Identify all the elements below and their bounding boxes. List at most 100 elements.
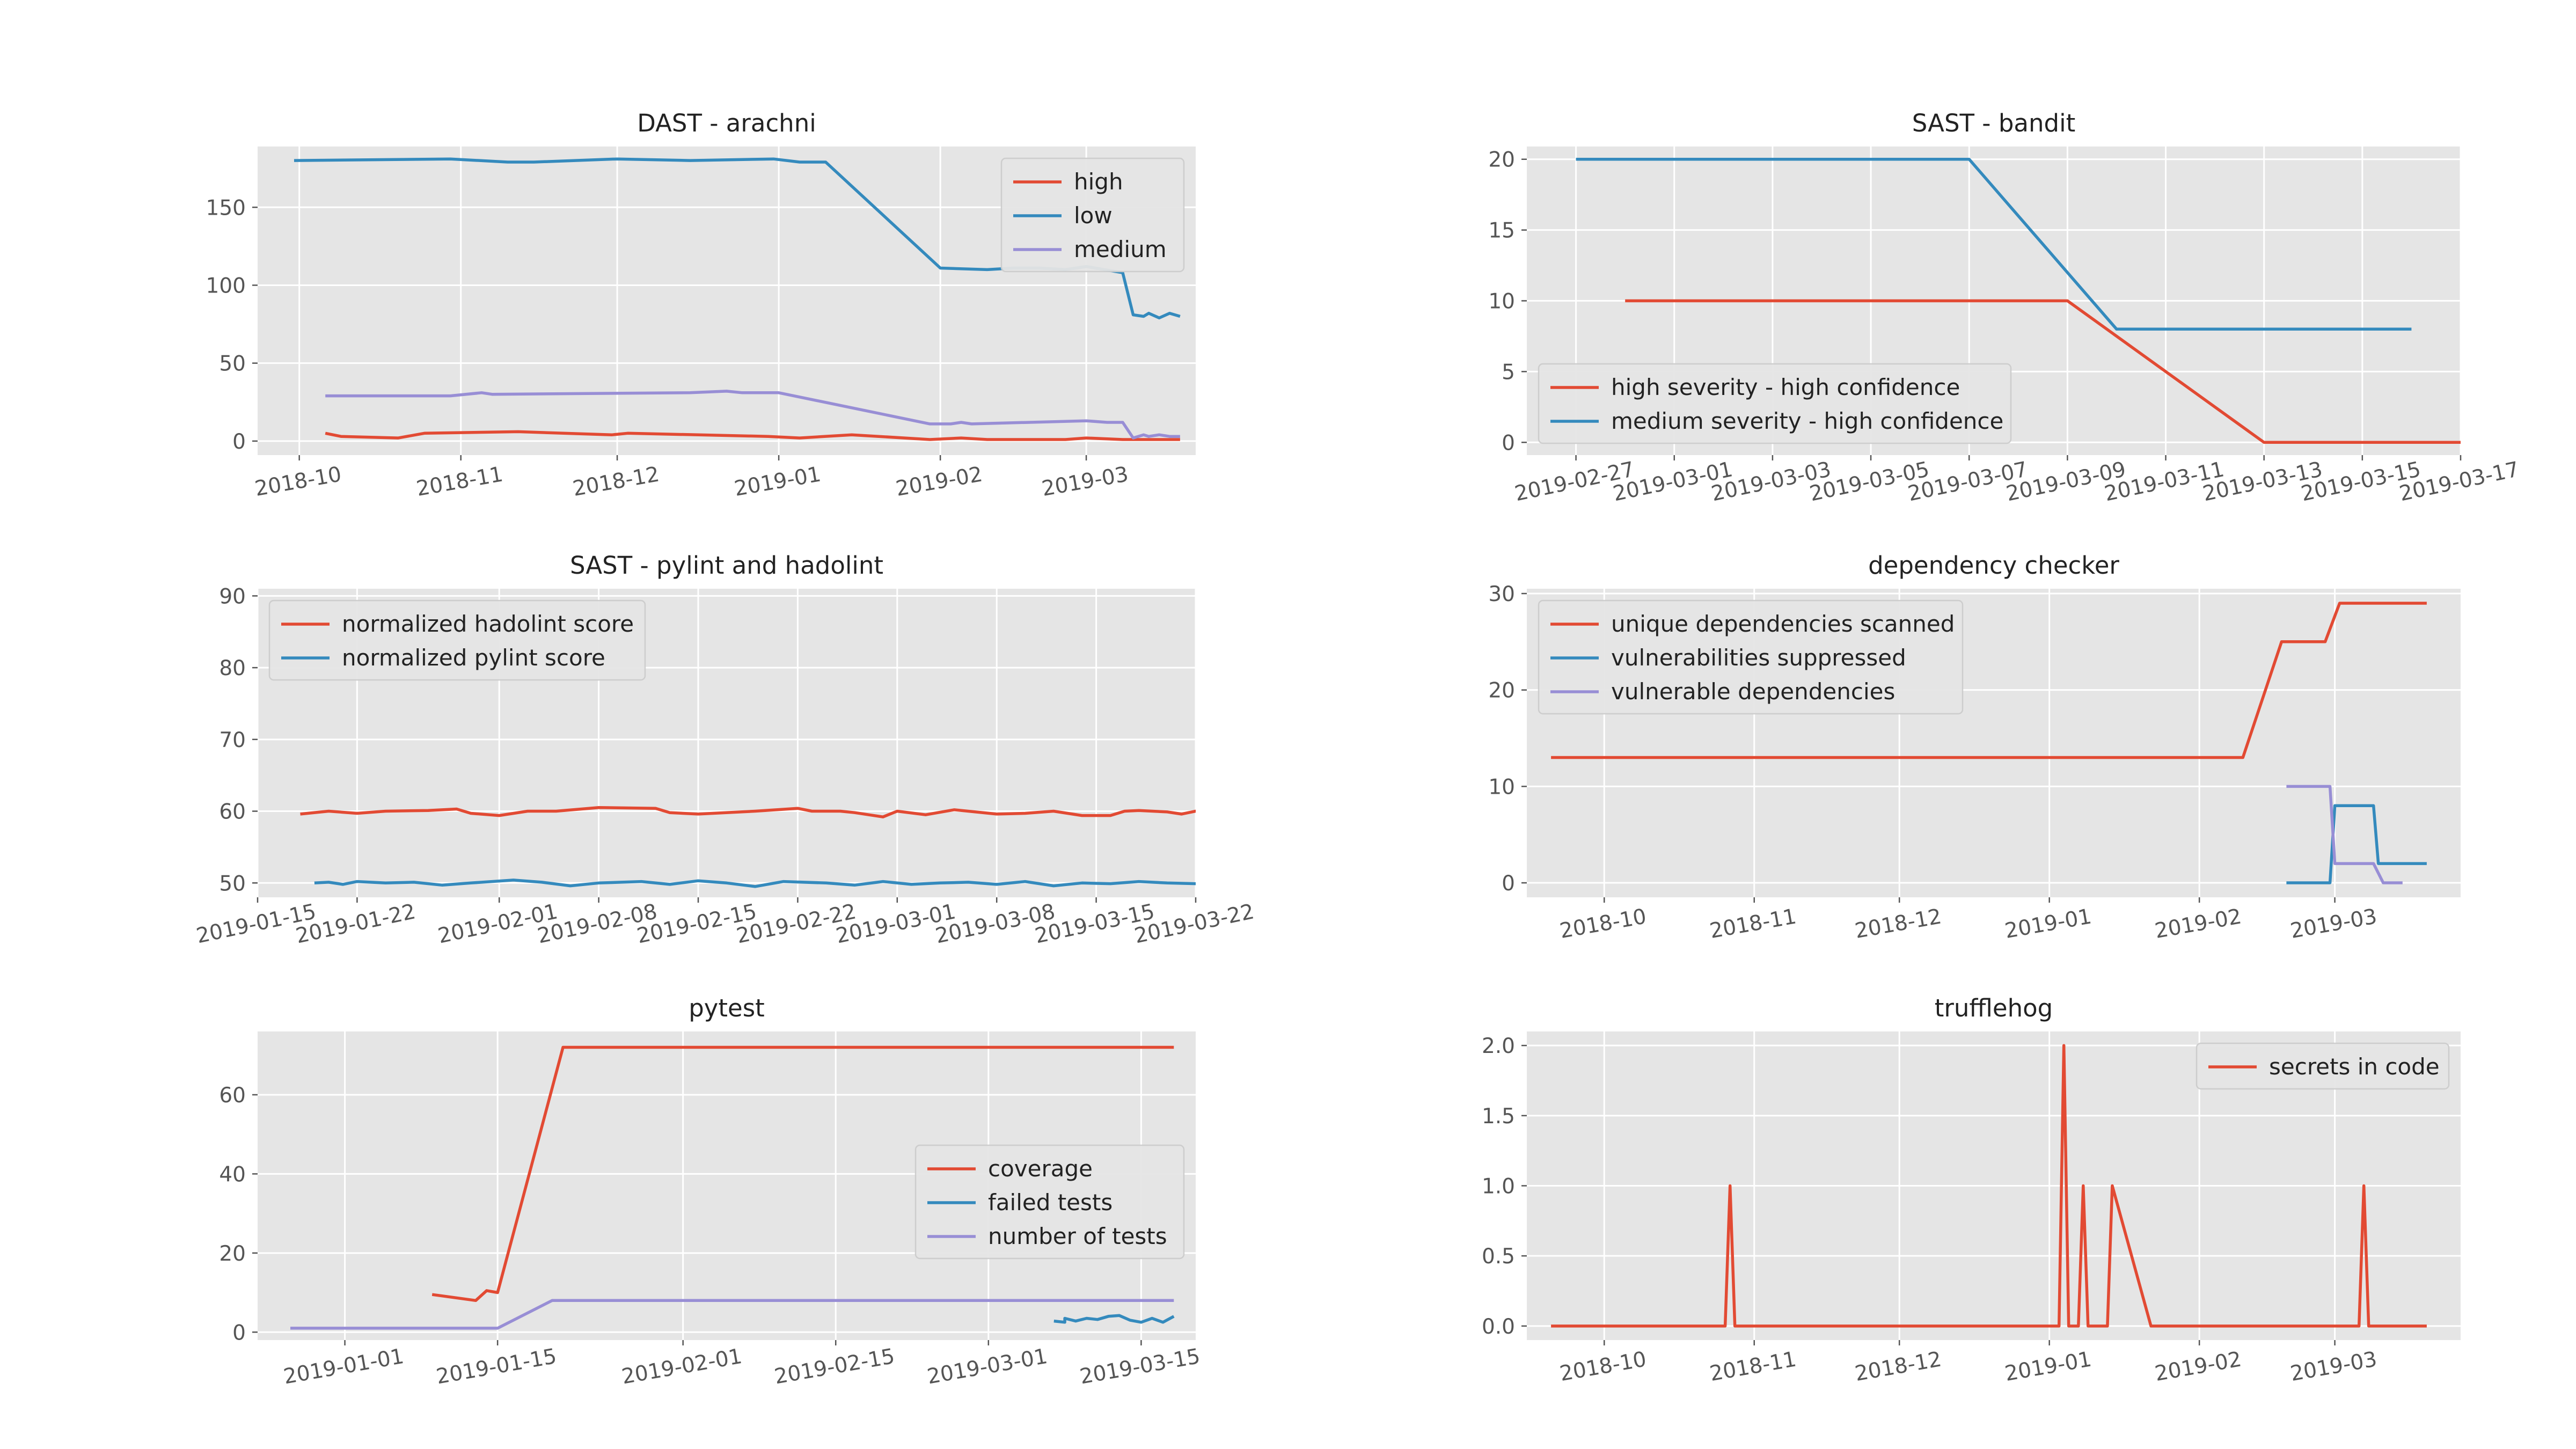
x-tick-label: 2018-12 — [1853, 1347, 1943, 1386]
legend-label: high — [1074, 169, 1123, 195]
x-tick-label: 2018-10 — [1558, 904, 1648, 943]
y-tick-label: 50 — [219, 872, 246, 896]
legend: unique dependencies scanned vulnerabiliti… — [1538, 599, 1964, 715]
x-tick-label: 2019-02-01 — [620, 1344, 744, 1389]
legend-box — [1538, 363, 2012, 444]
x-tick-label: 2019-02 — [894, 462, 984, 501]
y-tick-label: 0 — [232, 1321, 246, 1345]
series-line — [431, 1045, 1174, 1302]
y-tick-label: 15 — [1488, 219, 1515, 243]
x-tick-label: 2019-02 — [2153, 1347, 2243, 1386]
series-line — [1551, 1044, 2427, 1328]
chart-title: trufflehog — [1935, 994, 2053, 1022]
y-tick-label: 70 — [219, 728, 246, 752]
series-line — [290, 1299, 1174, 1330]
x-tick-label: 2018-12 — [571, 462, 661, 501]
y-tick-label: 0 — [1502, 872, 1515, 896]
legend-label: vulnerable dependencies — [1611, 678, 1895, 705]
legend-box — [1000, 157, 1185, 273]
legend-label: unique dependencies scanned — [1611, 611, 1955, 637]
legend-box — [2196, 1042, 2450, 1090]
legend-label: failed tests — [988, 1189, 1113, 1216]
legend-label: low — [1074, 202, 1113, 229]
series-line — [2286, 785, 2403, 884]
y-tick-label: 0 — [232, 430, 246, 454]
x-tick-label: 2019-03 — [1040, 462, 1130, 501]
y-tick-label: 10 — [1488, 775, 1515, 799]
series-line — [300, 806, 1196, 818]
x-tick-label: 2019-03-01 — [925, 1344, 1049, 1389]
legend-label: normalized pylint score — [342, 645, 605, 671]
legend-label: vulnerabilities suppressed — [1611, 645, 1906, 671]
y-tick-label: 150 — [206, 196, 246, 220]
chart-panel: 2019-01-01 2019-01-15 2019-02-01 2019-02-15… — [219, 994, 1202, 1389]
legend-label: normalized hadolint score — [342, 611, 634, 637]
legend-label: medium severity - high confidence — [1611, 408, 2003, 434]
y-tick-label: 30 — [1488, 582, 1515, 606]
x-tick-label: 2019-01 — [2003, 1347, 2093, 1386]
chart-title: dependency checker — [1868, 551, 2119, 580]
x-tick-label: 2018-11 — [414, 462, 504, 501]
x-tick-label: 2019-03-15 — [1078, 1344, 1202, 1389]
series-line — [325, 430, 1180, 441]
x-tick-label: 2019-02 — [2153, 904, 2243, 943]
legend-label: number of tests — [988, 1223, 1167, 1249]
x-tick-label: 2019-01-15 — [434, 1344, 558, 1389]
x-tick-label: 2019-01-01 — [282, 1344, 406, 1389]
y-tick-label: 100 — [206, 274, 246, 298]
legend-box — [1538, 599, 1964, 715]
y-tick-label: 5 — [1502, 360, 1515, 384]
legend-label: secrets in code — [2269, 1053, 2440, 1080]
legend-box — [268, 599, 646, 681]
chart-title: pytest — [689, 994, 765, 1022]
y-tick-label: 60 — [219, 1084, 246, 1108]
chart-panel: 2019-02-272019-03-012019-03-032019-03-05… — [1488, 109, 2521, 506]
chart-title: SAST - pylint and hadolint — [570, 551, 883, 580]
y-tick-label: 20 — [1488, 679, 1515, 703]
series-line — [1053, 1314, 1175, 1324]
legend-label: coverage — [988, 1155, 1093, 1182]
y-tick-label: 0.0 — [1482, 1315, 1515, 1339]
series-line — [314, 879, 1196, 888]
chart-title: SAST - bandit — [1912, 109, 2075, 137]
chart-title: DAST - arachni — [637, 109, 816, 137]
y-tick-label: 2.0 — [1482, 1034, 1515, 1058]
series-line — [1625, 299, 2461, 444]
legend-box — [914, 1144, 1185, 1260]
legend: coverage failed tests number of tests — [914, 1144, 1185, 1260]
y-tick-label: 20 — [1488, 148, 1515, 172]
x-tick-label: 2018-10 — [253, 462, 343, 501]
x-tick-label: 2018-12 — [1853, 904, 1943, 943]
legend-label: high severity - high confidence — [1611, 374, 1960, 400]
x-tick-label: 2019-01 — [733, 462, 823, 501]
y-tick-label: 0.5 — [1482, 1245, 1515, 1269]
series-line — [325, 390, 1180, 440]
series-line — [2286, 804, 2427, 884]
series-line — [1576, 157, 2412, 331]
legend-label: medium — [1074, 236, 1167, 262]
x-tick-label: 2019-02-15 — [773, 1344, 897, 1389]
chart-panel: 2018-10 2018-11 2018-12 2019-01 2019-02 2019-… — [1488, 551, 2461, 943]
x-tick-label: 2018-11 — [1708, 1347, 1798, 1386]
y-tick-label: 1.5 — [1482, 1104, 1515, 1129]
y-tick-label: 80 — [219, 656, 246, 680]
y-tick-label: 90 — [219, 584, 246, 609]
legend: secrets in code — [2196, 1042, 2450, 1090]
x-tick-label: 2018-11 — [1708, 904, 1798, 943]
y-tick-label: 60 — [219, 800, 246, 824]
chart-panel: 2018-10 2018-11 2018-12 2019-01 2019-02 2019-… — [1482, 994, 2461, 1386]
x-tick-label: 2019-01 — [2003, 904, 2093, 943]
y-tick-label: 10 — [1488, 290, 1515, 314]
legend: normalized hadolint score normalized pyli… — [268, 599, 646, 681]
y-tick-label: 20 — [219, 1242, 246, 1266]
y-tick-label: 1.0 — [1482, 1175, 1515, 1199]
x-tick-label: 2019-03 — [2288, 1347, 2379, 1386]
legend: high severity - high confidence medium se… — [1538, 363, 2012, 444]
series-line — [294, 157, 1181, 320]
chart-panel: 2018-10 2018-11 2018-12 2019-01 2019-02 2019-… — [206, 109, 1196, 501]
y-tick-label: 50 — [219, 352, 246, 376]
y-tick-label: 0 — [1502, 431, 1515, 455]
x-tick-label: 2018-10 — [1558, 1347, 1648, 1386]
